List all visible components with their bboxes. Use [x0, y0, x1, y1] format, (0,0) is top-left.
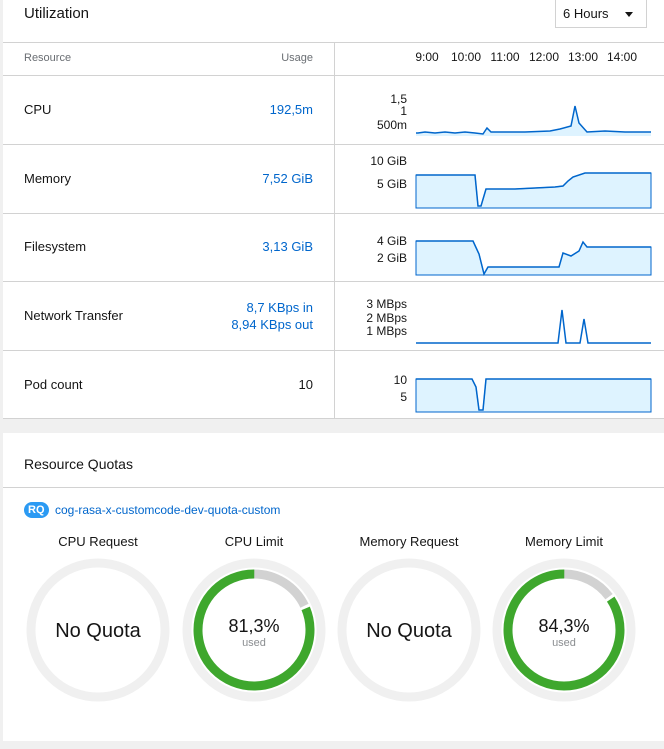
- divider: [3, 75, 664, 76]
- network-usage-link[interactable]: 8,7 KBps in 8,94 KBps out: [231, 299, 313, 333]
- cpu-request-gauge: No Quota: [26, 558, 170, 702]
- memory-line: [416, 172, 651, 207]
- gauge-value: No Quota: [366, 620, 452, 642]
- time-tick: 9:00: [415, 50, 439, 64]
- time-tick: 10:00: [450, 50, 482, 64]
- axis-label: 5 GiB: [377, 177, 407, 191]
- gauge-used-arc: [503, 569, 625, 691]
- divider: [3, 213, 664, 214]
- network-sparkline[interactable]: 3 MBps 2 MBps 1 MBps: [335, 282, 664, 350]
- gauge-subtitle: used: [552, 637, 576, 649]
- axis-label: 1: [400, 104, 407, 118]
- network-in-value: 8,7 KBps in: [246, 300, 314, 315]
- cpu-limit-title: CPU Limit: [224, 534, 284, 549]
- network-label: Network Transfer: [24, 308, 123, 323]
- memory-label: Memory: [24, 171, 71, 186]
- cpu-request-title: CPU Request: [58, 534, 138, 549]
- axis-label: 5: [400, 390, 407, 404]
- resource-quotas-title: Resource Quotas: [24, 456, 133, 472]
- axis-label: 3 MBps: [366, 297, 407, 311]
- axis-label: 2 MBps: [366, 311, 407, 325]
- cpu-limit-gauge: 81,3% used: [182, 558, 326, 702]
- time-tick: 11:00: [490, 50, 520, 64]
- divider: [3, 418, 664, 419]
- pod-count-area: [415, 378, 652, 413]
- memory-request-title: Memory Request: [359, 534, 459, 549]
- memory-usage-link[interactable]: 7,52 GiB: [262, 171, 313, 186]
- column-divider: [334, 42, 335, 419]
- utilization-title: Utilization: [24, 5, 90, 22]
- axis-label: 1 MBps: [366, 324, 407, 338]
- gauge-value: 84,3%: [538, 616, 589, 636]
- divider: [3, 42, 664, 43]
- filesystem-area: [415, 240, 652, 276]
- filesystem-label: Filesystem: [24, 239, 87, 254]
- gauge-value: 81,3%: [228, 616, 279, 636]
- cpu-sparkline[interactable]: 1,5 1 500m: [335, 76, 664, 144]
- cpu-label: CPU: [24, 102, 52, 117]
- rq-badge: RQ: [24, 502, 49, 518]
- time-range-dropdown[interactable]: 6 Hours: [555, 0, 647, 28]
- gauge-subtitle: used: [242, 637, 266, 649]
- pod-count-label: Pod count: [24, 377, 83, 392]
- pod-count-value: 10: [298, 377, 313, 392]
- divider: [3, 281, 664, 282]
- gauge-track: [182, 558, 326, 702]
- network-out-value: 8,94 KBps out: [231, 317, 313, 332]
- memory-limit-title: Memory Limit: [524, 534, 603, 549]
- axis-label: 1,5: [390, 92, 407, 106]
- pod-count-sparkline[interactable]: 10 5: [335, 351, 664, 418]
- filesystem-line: [416, 240, 651, 276]
- gauge-value: No Quota: [55, 620, 141, 642]
- gauge-track: [337, 558, 481, 702]
- filesystem-usage-link[interactable]: 3,13 GiB: [262, 239, 313, 254]
- memory-limit-gauge: 84,3% used: [492, 558, 636, 702]
- filesystem-sparkline[interactable]: 4 GiB 2 GiB: [335, 214, 664, 281]
- resource-column-header: Resource: [24, 52, 72, 64]
- quota-name-link[interactable]: cog-rasa-x-customcode-dev-quota-custom: [55, 503, 281, 517]
- time-tick: 13:00: [567, 50, 599, 64]
- gauge-track: [492, 558, 636, 702]
- network-line: [416, 309, 651, 344]
- divider: [3, 144, 664, 145]
- memory-request-gauge: No Quota: [337, 558, 481, 702]
- time-axis: 9:00 10:00 11:00 12:00 13:00 14:00: [335, 42, 664, 75]
- memory-sparkline[interactable]: 10 GiB 5 GiB: [335, 145, 664, 213]
- axis-label: 4 GiB: [377, 234, 407, 248]
- axis-label: 10 GiB: [370, 154, 407, 168]
- usage-column-header: Usage: [281, 52, 313, 64]
- axis-label: 500m: [377, 118, 407, 132]
- time-range-value: 6 Hours: [563, 6, 609, 21]
- cpu-usage-link[interactable]: 192,5m: [269, 102, 313, 117]
- divider: [3, 350, 664, 351]
- caret-down-icon: [625, 12, 633, 17]
- time-tick: 14:00: [606, 50, 638, 64]
- time-tick: 12:00: [528, 50, 560, 64]
- resource-quotas-card: Resource Quotas RQ cog-rasa-x-customcode…: [3, 433, 664, 741]
- memory-area: [415, 172, 652, 209]
- divider: [3, 487, 664, 488]
- pod-count-line: [416, 378, 651, 411]
- axis-label: 10: [394, 373, 408, 387]
- gauge-track: [26, 558, 170, 702]
- axis-label: 2 GiB: [377, 251, 407, 265]
- utilization-card: Utilization 6 Hours Resource Usage 9:00 …: [3, 0, 664, 419]
- cpu-line: [416, 105, 651, 135]
